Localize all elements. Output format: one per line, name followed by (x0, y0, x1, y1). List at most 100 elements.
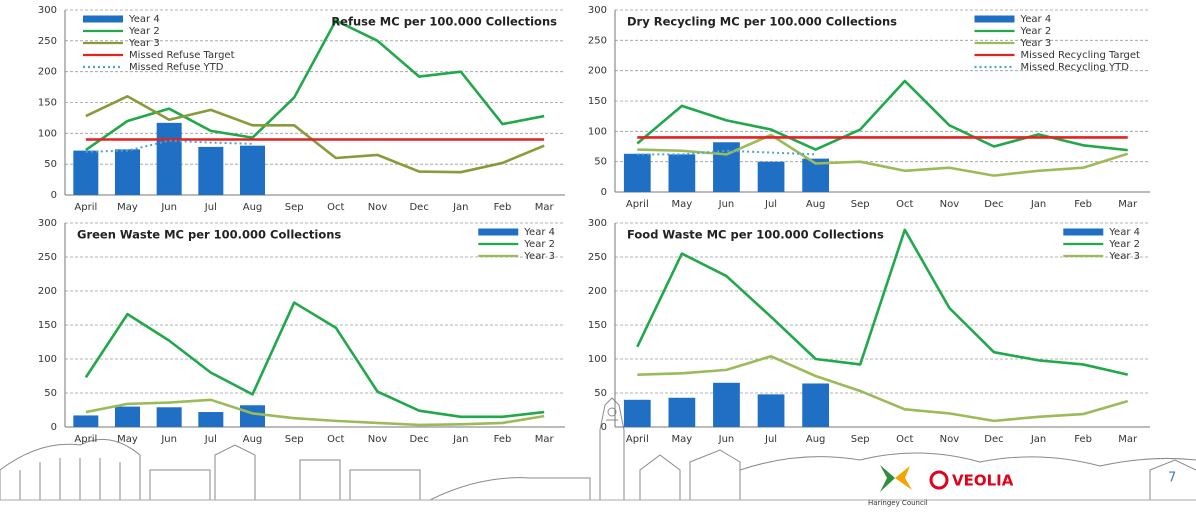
x-tick-label: Jul (764, 434, 777, 445)
x-tick-label: Mar (1118, 199, 1138, 210)
x-tick-label: Feb (1074, 434, 1092, 445)
x-tick-label: Oct (327, 202, 344, 213)
bar (669, 398, 696, 427)
x-tick-label: Feb (494, 434, 512, 445)
bar (198, 147, 223, 195)
x-tick-label: Jun (718, 199, 735, 210)
legend: Year 4Year 2Year 3Missed Recycling Targe… (974, 14, 1140, 73)
legend-label: Year 3 (1108, 251, 1140, 262)
bar (115, 407, 140, 427)
x-tick-label: Sep (851, 199, 870, 210)
y-tick-label: 50 (594, 388, 607, 399)
x-tick-label: Aug (243, 202, 263, 213)
legend-label: Missed Refuse YTD (129, 62, 224, 73)
x-tick-label: Mar (535, 202, 555, 213)
x-tick-label: Nov (368, 434, 388, 445)
legend-label: Missed Recycling YTD (1020, 62, 1129, 73)
y-tick-label: 0 (601, 187, 607, 198)
legend-label: Year 4 (1108, 227, 1140, 238)
legend-label: Missed Recycling Target (1020, 50, 1140, 61)
chart: 050100150200250300AprilMayJunJulAugSepOc… (38, 5, 565, 213)
legend-label: Year 2 (523, 239, 555, 250)
x-tick-label: Jun (718, 434, 735, 445)
line-series (637, 356, 1127, 421)
x-tick-label: Jul (204, 202, 217, 213)
legend-label: Missed Refuse Target (129, 50, 235, 61)
y-tick-label: 0 (601, 422, 607, 433)
council-name: Haringey Council (868, 499, 928, 507)
council-logo: Haringey Council (868, 465, 928, 507)
x-tick-label: Jan (452, 434, 468, 445)
y-tick-label: 50 (594, 157, 607, 168)
legend-label: Year 2 (128, 26, 160, 37)
bar (198, 412, 223, 427)
bar (73, 415, 98, 427)
legend-label: Year 3 (128, 38, 160, 49)
y-tick-label: 100 (588, 126, 607, 137)
y-tick-label: 250 (38, 36, 57, 47)
x-tick-label: April (74, 434, 97, 445)
bar (157, 123, 182, 195)
legend-swatch (974, 16, 1014, 23)
y-tick-label: 200 (588, 66, 607, 77)
line-series (86, 400, 544, 425)
x-tick-label: Jul (764, 199, 777, 210)
x-tick-label: Aug (806, 199, 826, 210)
legend-label: Year 2 (1019, 26, 1051, 37)
x-tick-label: Dec (984, 199, 1003, 210)
x-tick-label: Feb (494, 202, 512, 213)
x-tick-label: Jan (1030, 434, 1046, 445)
veolia-text: VEOLIA (952, 472, 1014, 490)
x-tick-label: Aug (243, 434, 263, 445)
y-tick-label: 100 (588, 354, 607, 365)
line-series (637, 230, 1127, 375)
y-tick-label: 300 (588, 218, 607, 229)
x-tick-label: Feb (1074, 199, 1092, 210)
x-tick-label: Jan (452, 202, 468, 213)
x-tick-label: Mar (535, 434, 555, 445)
legend-label: Year 2 (1108, 239, 1140, 250)
y-tick-label: 150 (38, 98, 57, 109)
x-tick-label: Aug (806, 434, 826, 445)
chart-title: Refuse MC per 100.000 Collections (331, 15, 557, 29)
bar (669, 154, 696, 192)
y-tick-label: 200 (38, 286, 57, 297)
x-tick-label: Dec (409, 202, 428, 213)
x-tick-label: May (672, 199, 693, 210)
x-tick-label: Oct (896, 434, 913, 445)
y-tick-label: 300 (38, 5, 57, 16)
bar (73, 151, 98, 195)
y-tick-label: 250 (38, 252, 57, 263)
x-tick-label: April (74, 202, 97, 213)
x-tick-label: Nov (368, 202, 388, 213)
bar (624, 154, 651, 192)
bar (802, 383, 829, 427)
chart-title: Dry Recycling MC per 100.000 Collections (627, 15, 897, 29)
x-tick-label: Dec (409, 434, 428, 445)
x-tick-label: Sep (851, 434, 870, 445)
y-tick-label: 250 (588, 35, 607, 46)
line-series (86, 303, 544, 417)
x-tick-label: Jan (1030, 199, 1046, 210)
y-tick-label: 0 (51, 422, 57, 433)
x-tick-label: Sep (285, 434, 304, 445)
veolia-logo: VEOLIA (931, 472, 1014, 490)
line-series (637, 135, 1127, 176)
x-tick-label: May (117, 434, 138, 445)
y-tick-label: 300 (588, 5, 607, 16)
y-tick-label: 100 (38, 128, 57, 139)
line-series (637, 81, 1127, 150)
y-tick-label: 100 (38, 354, 57, 365)
legend-label: Year 4 (523, 227, 555, 238)
y-tick-label: 250 (588, 252, 607, 263)
y-tick-label: 150 (38, 320, 57, 331)
bar (157, 407, 182, 427)
y-tick-label: 200 (38, 67, 57, 78)
bar (240, 146, 265, 195)
x-tick-label: Nov (940, 434, 960, 445)
chart-title: Green Waste MC per 100.000 Collections (77, 228, 341, 242)
x-tick-label: Mar (1118, 434, 1138, 445)
